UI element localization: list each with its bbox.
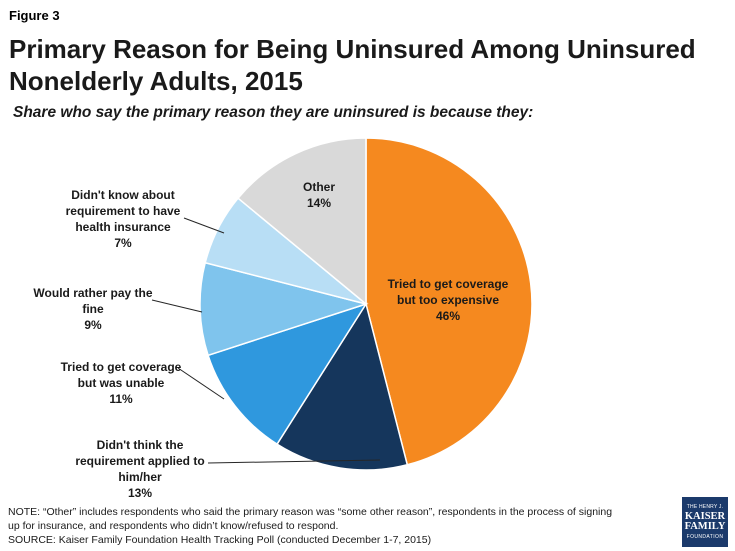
chart-subtitle: Share who say the primary reason they ar… (13, 104, 534, 121)
logo-line-2: FAMILY (684, 521, 726, 532)
slice-label-didnt-know-requirement: Didn't know about requirement to have heal… (66, 188, 181, 250)
leader-line-didnt-know-requirement (183, 217, 225, 234)
pie-slice-other (237, 137, 367, 306)
figure-label: Figure 3 (9, 8, 60, 23)
chart-title-line-1: Primary Reason for Being Uninsured Among… (9, 34, 696, 64)
slice-label-line: but was unable (78, 376, 165, 390)
slice-label-rather-pay-fine: Would rather pay the fine 9% (33, 286, 152, 332)
slice-value-other: 14% (307, 196, 331, 210)
slice-label-line: but too expensive (397, 293, 499, 307)
slice-label-line: requirement to have (66, 204, 181, 218)
slice-value-rather-pay-fine: 9% (84, 318, 102, 332)
source-line: SOURCE: Kaiser Family Foundation Health … (8, 534, 432, 546)
slice-label-line: Tried to get coverage (61, 360, 182, 374)
slice-value-didnt-think-applied: 13% (128, 486, 152, 500)
slice-label-other: Other 14% (303, 180, 335, 210)
leader-line-didnt-think-applied (207, 459, 381, 464)
slice-label-line: him/her (118, 470, 162, 484)
slice-label-line: Would rather pay the (33, 286, 152, 300)
slice-label-line: requirement applied to (75, 454, 204, 468)
slice-label-line: Tried to get coverage (388, 277, 509, 291)
slice-label-line: fine (82, 302, 104, 316)
logo-line-1: KAISER (684, 510, 726, 522)
pie-slice-tried-unable (207, 302, 368, 446)
note-line-2: up for insurance, and respondents who di… (8, 520, 339, 532)
kaiser-family-foundation-logo: THE HENRY J. KAISER FAMILY FOUNDATION (682, 497, 728, 547)
logo-bottom-text: FOUNDATION (686, 533, 724, 540)
slice-label-line: health insurance (75, 220, 171, 234)
note-line-1: NOTE: “Other” includes respondents who s… (8, 506, 613, 518)
slice-label-didnt-think-applied: Didn't think the requirement applied to hi… (75, 438, 204, 500)
slice-label-tried-unable: Tried to get coverage but was unable 11% (61, 360, 182, 406)
pie-slice-didnt-think-applied (276, 302, 409, 471)
slice-value-tried-expensive: 46% (436, 309, 460, 323)
pie-slice-rather-pay-fine (199, 261, 369, 357)
slice-label-line: Didn't know about (71, 188, 175, 202)
slice-label-line: Didn't think the (97, 438, 184, 452)
chart-title: Primary Reason for Being Uninsured Among… (9, 33, 729, 97)
notes-block: NOTE: “Other” includes respondents who s… (8, 505, 658, 547)
pie-slice-tried-expensive (365, 137, 533, 466)
leader-line-tried-unable (177, 367, 225, 400)
slice-label-line: Other (303, 180, 335, 194)
slice-label-tried-expensive: Tried to get coverage but too expensive 46… (388, 277, 509, 323)
slice-value-tried-unable: 11% (109, 392, 133, 406)
slice-value-didnt-know-requirement: 7% (114, 236, 132, 250)
leader-line-rather-pay-fine (151, 299, 203, 313)
logo-top-text: THE HENRY J. (686, 503, 724, 510)
chart-title-line-2: Nonelderly Adults, 2015 (9, 66, 303, 96)
